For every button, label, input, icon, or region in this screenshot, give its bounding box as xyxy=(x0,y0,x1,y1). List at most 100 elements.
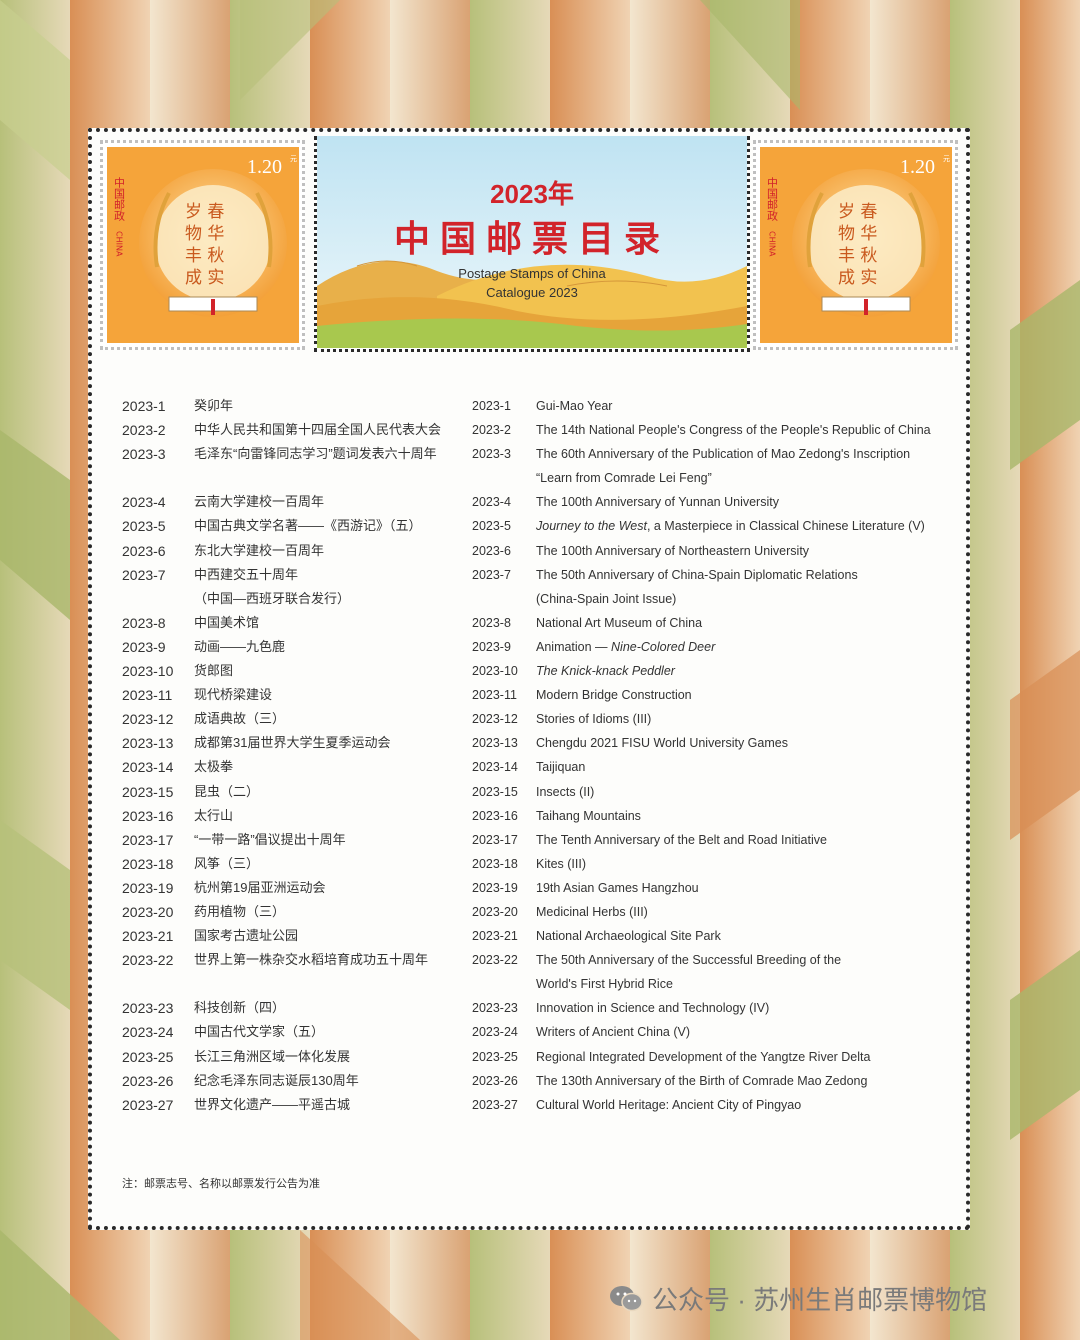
issue-code-en: 2023-13 xyxy=(472,736,518,751)
issue-name-cn: “一带一路”倡议提出十周年 xyxy=(194,831,346,847)
issue-name-en-text: Writers of Ancient China (V) xyxy=(536,1025,690,1040)
issue-code-en: 2023-21 xyxy=(472,929,518,944)
issue-name-cn: 国家考古遗址公园 xyxy=(194,928,299,944)
issue-name-en: Medicinal Herbs (III) xyxy=(536,900,962,924)
list-item: 2023-21 国家考古遗址公园 2023-21 National Archaeolo… xyxy=(122,924,962,948)
issue-name-cn: 世界上第一株杂交水稻培育成功五十周年 xyxy=(194,952,429,968)
svg-text:丰 秋: 丰 秋 xyxy=(838,246,877,266)
list-item: 2023-18 风筝（三） 2023-18 Kites (III) xyxy=(122,852,962,876)
banner-title-en-1: Postage Stamps of China xyxy=(458,266,606,281)
issue-name-cn: 中华人民共和国第十四届全国人民代表大会 xyxy=(194,422,442,438)
issue-code-cn: 2023-7 xyxy=(122,566,166,583)
list-item: 2023-10 货郎图 2023-10 The Knick-knack Peddler xyxy=(122,659,962,683)
svg-text:成 实: 成 实 xyxy=(838,268,877,288)
issue-name-en: The Knick-knack Peddler xyxy=(536,659,962,683)
list-item: 2023-12 成语典故（三） 2023-12 Stories of Idioms (… xyxy=(122,707,962,731)
issue-code-cn: 2023-14 xyxy=(122,759,174,776)
issue-name-en: National Archaeological Site Park xyxy=(536,924,962,948)
stamp-list: 2023-1 癸卯年 2023-1 Gui-Mao Year 2023-2 中华人民共和国… xyxy=(122,394,962,1117)
issue-name-en: Taihang Mountains xyxy=(536,804,962,828)
list-item: 2023-16 太行山 2023-16 Taihang Mountains xyxy=(122,804,962,828)
issue-code-en: 2023-14 xyxy=(472,760,518,775)
issue-name-cn: 东北大学建校一百周年 xyxy=(194,542,325,558)
issue-name-en: Regional Integrated Development of the Y… xyxy=(536,1045,962,1069)
svg-text:成 实: 成 实 xyxy=(185,268,224,288)
issue-code-cn: 2023-2 xyxy=(122,422,166,439)
issue-code-en: 2023-17 xyxy=(472,832,518,847)
list-item: 2023-15 昆虫（二） 2023-15 Insects (II) xyxy=(122,780,962,804)
issue-name-cn: 杭州第19届亚洲运动会 xyxy=(194,879,326,895)
issue-name-en-text: Modern Bridge Construction xyxy=(536,688,692,703)
issue-name-en: Innovation in Science and Technology (IV… xyxy=(536,996,962,1020)
issue-name-en-text: Taijiquan xyxy=(536,760,586,775)
list-item: 2023-4 云南大学建校一百周年 2023-4 The 100th Annivers… xyxy=(122,490,962,514)
issue-name-en-text: National Art Museum of China xyxy=(536,615,703,630)
list-item: 2023-8 中国美术馆 2023-8 National Art Museum of … xyxy=(122,611,962,635)
stamp-artwork: 中国邮政 CHINA 1.20 元 岁 春 物 华 丰 秋 成 实 xyxy=(107,147,299,343)
issue-name-en: The 130th Anniversary of the Birth of Co… xyxy=(536,1069,962,1093)
issue-name-en-text: Stories of Idioms (III) xyxy=(536,712,652,727)
issue-code-cn: 2023-18 xyxy=(122,855,174,872)
issue-code-en: 2023-9 xyxy=(472,639,511,654)
list-item: 2023-25 长江三角洲区域一体化发展 2023-25 Regional Integ… xyxy=(122,1045,962,1069)
issue-name-en-text: The Tenth Anniversary of the Belt and Ro… xyxy=(536,832,827,847)
issue-name-en: National Art Museum of China xyxy=(536,611,962,635)
issue-code-en: 2023-11 xyxy=(472,688,517,703)
issue-name-cn: 动画——九色鹿 xyxy=(194,638,286,654)
issue-code-cn: 2023-11 xyxy=(122,687,173,704)
issue-name-en: Kites (III) xyxy=(536,852,962,876)
issue-code-en: 2023-16 xyxy=(472,808,518,823)
svg-text:岁 春: 岁 春 xyxy=(185,202,224,222)
issue-name-en-text: The 14th National People's Congress of t… xyxy=(536,423,931,438)
issue-name-en-text: “Learn from Comrade Lei Feng” xyxy=(536,471,712,486)
issue-code-en: 2023-26 xyxy=(472,1073,518,1088)
list-item: 2023-6 东北大学建校一百周年 2023-6 The 100th Annivers… xyxy=(122,539,962,563)
issue-code-en: 2023-23 xyxy=(472,1001,518,1016)
list-item: 2023-2 中华人民共和国第十四届全国人民代表大会 2023-2 The 14th … xyxy=(122,418,962,442)
issue-code-en: 2023-12 xyxy=(472,712,518,727)
list-item: World's First Hybrid Rice xyxy=(122,972,962,996)
issue-code-en: 2023-2 xyxy=(472,423,511,438)
issue-name-en-text: The 50th Anniversary of the Successful B… xyxy=(536,953,842,968)
issue-code-en: 2023-22 xyxy=(472,953,518,968)
issue-code-en: 2023-19 xyxy=(472,880,518,895)
issue-code-en: 2023-25 xyxy=(472,1049,518,1064)
issue-name-en-text: World's First Hybrid Rice xyxy=(536,977,673,992)
issue-name-en-text: Animation — xyxy=(536,639,612,654)
list-item: 2023-13 成都第31届世界大学生夏季运动会 2023-13 Chengdu 20… xyxy=(122,731,962,755)
banner-year: 2023年 xyxy=(490,179,574,209)
issue-name-en-text: National Archaeological Site Park xyxy=(536,929,721,944)
issue-name-en: Animation — Nine-Colored Deer xyxy=(536,635,962,659)
issue-code-cn: 2023-21 xyxy=(122,928,174,945)
issue-name-en: The 50th Anniversary of China-Spain Dipl… xyxy=(536,563,962,587)
issue-name-cn: 太极拳 xyxy=(194,759,234,775)
issue-name-en-italic: Nine-Colored Deer xyxy=(611,639,716,654)
issue-name-en-text: Innovation in Science and Technology (IV… xyxy=(536,1001,770,1016)
list-item: 2023-5 中国古典文学名著——《西游记》（五） 2023-5 Journey to… xyxy=(122,514,962,538)
issue-name-cn: 毛泽东“向雷锋同志学习”题词发表六十周年 xyxy=(194,446,437,462)
issue-code-cn: 2023-6 xyxy=(122,542,166,559)
issue-name-en: Gui-Mao Year xyxy=(536,394,962,418)
issue-code-cn: 2023-20 xyxy=(122,903,174,920)
svg-text:CHINA: CHINA xyxy=(115,231,124,257)
issue-code-cn: 2023-4 xyxy=(122,494,166,511)
issue-name-cn: 云南大学建校一百周年 xyxy=(194,494,325,510)
svg-text:中国邮政: 中国邮政 xyxy=(766,177,779,222)
issue-name-cn: 纪念毛泽东同志诞辰130周年 xyxy=(194,1072,359,1088)
issue-code-en: 2023-10 xyxy=(472,664,518,679)
list-item: 2023-17 “一带一路”倡议提出十周年 2023-17 The Tenth Ann… xyxy=(122,828,962,852)
issue-code-cn: 2023-25 xyxy=(122,1048,174,1065)
issue-name-en-text: The 100th Anniversary of Northeastern Un… xyxy=(536,543,810,558)
issue-code-en: 2023-7 xyxy=(472,567,511,582)
issue-code-en: 2023-6 xyxy=(472,543,511,558)
issue-name-en-italic: Journey to the West xyxy=(536,519,647,534)
issue-name-en-text: Cultural World Heritage: Ancient City of… xyxy=(536,1097,802,1112)
svg-text:1.20: 1.20 xyxy=(900,156,935,178)
watermark-text: 公众号 · 苏州生肖邮票博物馆 xyxy=(652,1285,988,1315)
issue-code-en: 2023-20 xyxy=(472,904,518,919)
issue-name-en-text: The 60th Anniversary of the Publication … xyxy=(536,447,911,462)
issue-name-en-text: , a Masterpiece in Classical Chinese Lit… xyxy=(646,519,925,534)
issue-code-cn: 2023-27 xyxy=(122,1096,174,1113)
issue-name-en: Stories of Idioms (III) xyxy=(536,707,962,731)
issue-code-cn: 2023-16 xyxy=(122,807,174,824)
